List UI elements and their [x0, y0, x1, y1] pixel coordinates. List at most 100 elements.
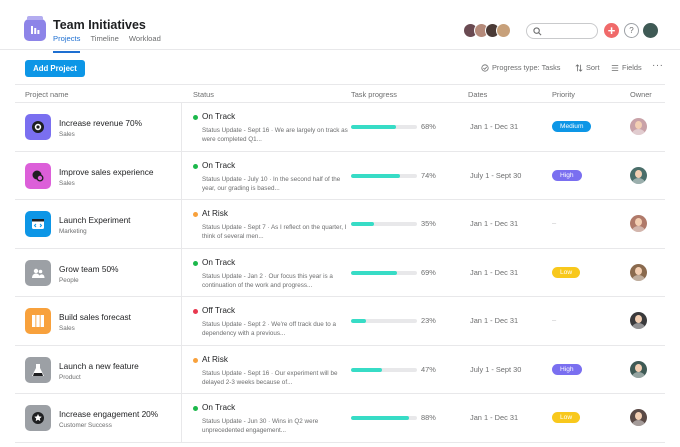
- fields-button[interactable]: Fields: [611, 63, 642, 72]
- status-update-text[interactable]: Status Update - Sept 7 · As I reflect on…: [202, 224, 347, 240]
- status-label[interactable]: At Risk: [202, 354, 228, 364]
- more-options-icon[interactable]: ···: [652, 60, 664, 71]
- table-row[interactable]: Launch a new feature Product At Risk Sta…: [15, 345, 665, 394]
- column-header-status[interactable]: Status: [193, 90, 214, 99]
- column-divider: [181, 297, 182, 345]
- table-row[interactable]: Improve sales experience Sales On Track …: [15, 151, 665, 200]
- code-window-icon: [25, 211, 51, 237]
- owner-avatar[interactable]: [630, 166, 647, 184]
- tab-timeline[interactable]: Timeline: [90, 34, 119, 43]
- status-update-text[interactable]: Status Update - Sept 2 · We're off track…: [202, 321, 336, 337]
- progress-percent: 68%: [421, 122, 436, 131]
- priority-badge[interactable]: Low: [552, 412, 581, 423]
- target-icon: [25, 114, 51, 140]
- sort-button[interactable]: Sort: [575, 63, 600, 72]
- owner-avatar[interactable]: [630, 263, 647, 281]
- column-header-owner[interactable]: Owner: [630, 90, 652, 99]
- column-header-project-name[interactable]: Project name: [25, 90, 69, 99]
- project-name[interactable]: Improve sales experience: [59, 166, 154, 177]
- project-name[interactable]: Build sales forecast: [59, 312, 131, 322]
- status-dot-icon: [193, 260, 198, 266]
- progress-percent: 88%: [421, 413, 436, 422]
- project-name[interactable]: Increase revenue 70%: [59, 118, 143, 128]
- priority-badge[interactable]: High: [552, 169, 582, 181]
- column-header-priority[interactable]: Priority: [552, 90, 575, 99]
- table-row[interactable]: Increase engagement 20% Customer Success…: [15, 394, 665, 443]
- priority-empty[interactable]: –: [552, 315, 557, 324]
- table-row[interactable]: Build sales forecast Sales Off Track Sta…: [15, 297, 665, 346]
- status-update-text[interactable]: Status Update - Sept 16 · We are largely…: [202, 127, 348, 143]
- project-name[interactable]: Increase engagement 20%: [59, 409, 159, 419]
- table-row[interactable]: Launch Experiment Marketing At Risk Stat…: [15, 200, 665, 249]
- status-label[interactable]: Off Track: [202, 306, 236, 315]
- status-dot-icon: [193, 115, 198, 120]
- status-update-text[interactable]: Status Update - July 10 · In the second …: [202, 175, 341, 192]
- progress-bar-fill: [351, 173, 400, 178]
- sort-icon: [575, 63, 583, 72]
- status-label[interactable]: On Track: [202, 257, 236, 267]
- progress-type-label: Progress type: Tasks: [492, 63, 561, 72]
- project-dates[interactable]: Jan 1 - Dec 31: [470, 413, 519, 422]
- project-dates[interactable]: July 1 - Sept 30: [470, 364, 522, 374]
- progress-bar: [351, 222, 417, 226]
- column-header-dates[interactable]: Dates: [468, 90, 488, 99]
- columns-icon: [25, 308, 51, 334]
- status-dot-icon: [193, 406, 198, 411]
- tab-workload[interactable]: Workload: [128, 34, 161, 43]
- table-row[interactable]: Grow team 50% People On Track Status Upd…: [15, 248, 665, 297]
- priority-empty[interactable]: –: [552, 218, 557, 227]
- tab-projects[interactable]: Projects: [53, 34, 81, 53]
- project-team: Marketing: [59, 228, 87, 235]
- view-tabs: Projects Timeline Workload: [53, 34, 161, 53]
- user-avatar[interactable]: [643, 23, 658, 38]
- status-label[interactable]: On Track: [202, 160, 236, 170]
- project-name[interactable]: Launch Experiment: [59, 215, 131, 225]
- progress-bar-fill: [351, 319, 367, 323]
- status-update-text[interactable]: Status Update - Sept 16 · Our experiment…: [202, 369, 338, 386]
- progress-bar: [351, 173, 417, 178]
- status-update-text[interactable]: Status Update - Jun 30 · Wins in Q2 were…: [202, 418, 319, 434]
- project-dates[interactable]: July 1 - Sept 30: [470, 170, 522, 180]
- search-input[interactable]: [526, 23, 598, 39]
- owner-avatar[interactable]: [630, 360, 647, 378]
- project-dates[interactable]: Jan 1 - Dec 31: [470, 219, 519, 228]
- priority-badge[interactable]: Low: [552, 266, 581, 278]
- column-header-task-progress[interactable]: Task progress: [351, 90, 398, 99]
- priority-badge[interactable]: Medium: [552, 121, 592, 132]
- add-icon[interactable]: +: [604, 23, 619, 38]
- page-header: Team Initiatives Projects Timeline Workl…: [0, 0, 680, 53]
- project-name[interactable]: Launch a new feature: [59, 360, 139, 371]
- project-team: People: [59, 276, 79, 284]
- column-divider: [181, 248, 182, 296]
- owner-avatar[interactable]: [630, 312, 647, 329]
- status-dot-icon: [193, 357, 198, 363]
- avatar: [496, 23, 511, 38]
- project-list-icon[interactable]: [24, 16, 46, 41]
- status-label[interactable]: On Track: [202, 403, 236, 412]
- progress-percent: 69%: [421, 267, 436, 277]
- status-update-text[interactable]: Status Update - Jan 2 · Our focus this y…: [202, 272, 333, 289]
- people-icon: [25, 259, 51, 286]
- owner-avatar[interactable]: [630, 409, 647, 426]
- progress-type-filter[interactable]: Progress type: Tasks: [481, 63, 560, 72]
- owner-avatar[interactable]: [630, 215, 647, 232]
- status-label[interactable]: At Risk: [202, 209, 228, 218]
- progress-bar-fill: [351, 367, 383, 372]
- project-dates[interactable]: Jan 1 - Dec 31: [470, 122, 519, 131]
- project-name[interactable]: Grow team 50%: [59, 263, 119, 274]
- flask-icon: [25, 356, 51, 383]
- progress-bar: [351, 367, 417, 372]
- sort-label: Sort: [586, 63, 600, 72]
- column-divider: [181, 394, 182, 442]
- member-avatars[interactable]: [463, 23, 511, 38]
- progress-percent: 74%: [421, 170, 436, 180]
- add-project-button[interactable]: Add Project: [25, 60, 85, 77]
- project-dates[interactable]: Jan 1 - Dec 31: [470, 316, 519, 325]
- priority-badge[interactable]: High: [552, 363, 582, 375]
- status-label[interactable]: On Track: [202, 112, 236, 121]
- help-icon[interactable]: ?: [624, 23, 639, 38]
- owner-avatar[interactable]: [630, 118, 647, 135]
- project-dates[interactable]: Jan 1 - Dec 31: [470, 267, 519, 277]
- status-dot-icon: [193, 309, 198, 314]
- table-row[interactable]: Increase revenue 70% Sales On Track Stat…: [15, 103, 665, 152]
